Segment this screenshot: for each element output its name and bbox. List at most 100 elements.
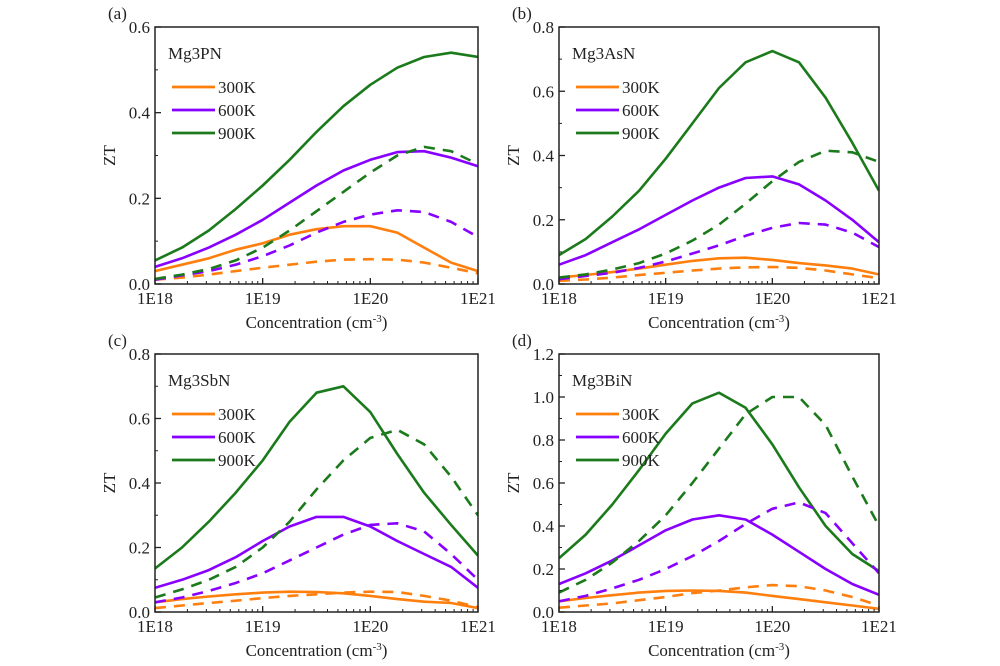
series-line-600K-dashed [559,501,879,603]
y-tick-label: 1.0 [533,388,554,407]
y-tick-label: 0.8 [533,431,554,450]
y-tick-label: 0.6 [533,82,554,101]
x-tick-label: 1E18 [541,617,577,636]
legend-label: 900K [622,124,661,143]
series-line-600K-solid [559,175,879,266]
x-tick-label: 1E21 [861,617,897,636]
series-line-900K-dashed [155,428,478,599]
legend: 300K 600K 900K [576,78,661,143]
y-tick-label: 0.2 [533,560,554,579]
plot-frame [154,26,479,285]
legend-label: 300K [622,405,661,424]
x-tick-label: 1E21 [861,289,897,308]
series-line-300K-dashed [155,257,478,281]
compound-label: Mg3SbN [168,371,230,390]
y-axis-label: ZT [100,145,119,166]
series-line-600K-solid [155,515,478,590]
x-axis-label: Concentration (cm-3) [246,313,388,332]
x-tick-label: 1E19 [245,617,281,636]
x-axis-label: Concentration (cm-3) [648,313,790,332]
y-tick-label: 1.2 [533,345,554,364]
y-tick-label: 0.0 [129,603,150,622]
compound-label: Mg3AsN [572,44,635,63]
series-line-300K-dashed [155,590,478,610]
series-line-300K-solid [559,256,879,279]
series-line-600K-solid [155,149,478,269]
series-line-600K-dashed [559,221,879,281]
x-tick-label: 1E19 [648,617,684,636]
x-tick-label: 1E18 [541,289,577,308]
series-line-300K-solid [155,224,478,273]
x-axis-label: Concentration (cm-3) [648,641,790,660]
y-tick-label: 0.4 [533,147,555,166]
curves [155,51,478,281]
y-axis-label: ZT [100,472,119,493]
series-line-900K-solid [559,49,879,257]
y-tick-label: 0.0 [533,603,554,622]
series-line-600K-dashed [155,209,478,281]
panel-a: (a) 0.0 0.2 0.4 0.6 1E18 1E19 1E20 1E21 Concentra… [100,4,496,332]
panel-label: (a) [108,4,127,23]
series-line-900K-dashed [155,145,478,281]
y-tick-label: 0.4 [533,517,555,536]
series-line-900K-solid [559,391,879,573]
x-tick-label: 1E19 [648,289,684,308]
y-tick-label: 0.2 [129,189,150,208]
legend: 300K 600K 900K [576,405,661,470]
x-tick-label: 1E20 [352,617,388,636]
panel-label: (b) [512,4,532,23]
legend-label: 300K [218,405,257,424]
x-tick-label: 1E21 [460,289,496,308]
y-tick-label: 0.0 [533,275,554,294]
y-tick-label: 0.4 [129,104,151,123]
panel-label: (d) [512,331,532,350]
y-tick-label: 0.6 [129,410,150,429]
compound-label: Mg3BiN [572,371,632,390]
y-tick-label: 0.4 [129,474,151,493]
y-axis-label: ZT [504,472,523,493]
y-tick-label: 0.8 [129,345,150,364]
series-line-300K-dashed [559,583,879,609]
legend-label: 600K [622,101,661,120]
x-tick-label: 1E20 [754,289,790,308]
series-line-600K-solid [559,514,879,597]
legend: 300K 600K 900K [172,405,257,470]
y-tick-label: 0.6 [533,474,554,493]
y-tick-label: 0.0 [129,275,150,294]
legend-label: 300K [218,78,257,97]
series-line-300K-dashed [559,265,879,283]
legend-label: 600K [218,101,257,120]
series-line-900K-solid [155,385,478,570]
y-tick-label: 0.2 [533,211,554,230]
x-tick-label: 1E20 [754,617,790,636]
y-tick-label: 0.8 [533,18,554,37]
x-axis-label: Concentration (cm-3) [246,641,388,660]
series-line-900K-dashed [559,395,879,594]
x-tick-label: 1E18 [137,617,173,636]
legend-label: 600K [622,428,661,447]
panel-b: (b) 0.0 0.2 0.4 0.6 0.8 1E18 1E19 1E20 1E21 Concen… [504,4,897,332]
x-tick-label: 1E19 [245,289,281,308]
panel-c: (c) 0.0 0.2 0.4 0.6 0.8 1E18 1E19 1E20 1E21 Concen… [100,331,496,660]
series-line-300K-solid [559,589,879,611]
compound-label: Mg3PN [168,44,222,63]
y-axis-label: ZT [504,145,523,166]
panel-label: (c) [108,331,127,350]
curves [559,49,879,283]
x-tick-label: 1E20 [352,289,388,308]
series-line-900K-solid [155,51,478,262]
x-tick-label: 1E18 [137,289,173,308]
curves [559,391,879,611]
y-tick-label: 0.2 [129,539,150,558]
legend: 300K 600K 900K [172,78,257,143]
series-line-600K-dashed [155,522,478,604]
legend-label: 900K [218,451,257,470]
legend-label: 600K [218,428,257,447]
y-tick-label: 0.6 [129,18,150,37]
series-line-300K-solid [155,590,478,610]
panel-d: (d) 0.0 0.2 0.4 0.6 0.8 1.0 1.2 1E18 1E19 1E20 1E21… [504,331,897,660]
legend-label: 900K [218,124,257,143]
x-tick-label: 1E21 [460,617,496,636]
curves [155,385,478,610]
